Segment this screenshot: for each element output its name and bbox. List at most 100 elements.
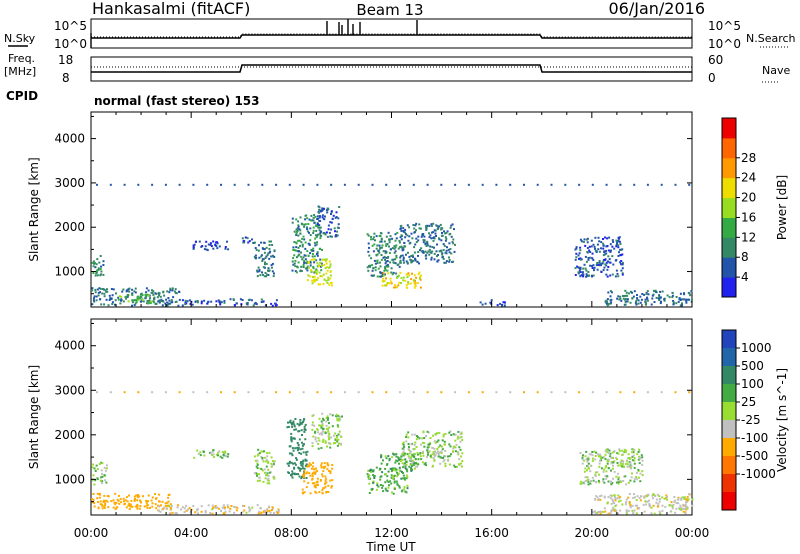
- data-cell: [92, 260, 95, 263]
- data-cell: [591, 257, 594, 260]
- data-cell: [181, 304, 184, 307]
- data-cell: [295, 428, 297, 431]
- data-cell: [679, 504, 682, 507]
- data-cell: [112, 506, 115, 509]
- data-cell: [200, 302, 203, 305]
- data-cell: [624, 475, 627, 478]
- data-cell: [608, 258, 611, 261]
- data-cell: [425, 229, 428, 231]
- data-cell: [291, 217, 294, 220]
- data-cell: [265, 471, 268, 474]
- data-cell: [640, 298, 643, 301]
- data-cell: [659, 498, 661, 501]
- data-cell: [308, 465, 311, 468]
- data-cell: [395, 453, 398, 456]
- data-cell: [189, 303, 192, 305]
- data-cell: [396, 471, 398, 474]
- data-cell: [637, 302, 640, 305]
- data-patch: [366, 466, 409, 495]
- data-cell: [266, 472, 269, 475]
- data-cell: [605, 264, 608, 267]
- colorbar-swatch: [722, 438, 736, 457]
- data-cell: [319, 237, 322, 240]
- data-cell: [126, 295, 129, 298]
- data-cell: [393, 261, 396, 264]
- data-cell: [91, 498, 94, 501]
- data-cell: [335, 436, 338, 438]
- data-cell: [102, 500, 105, 503]
- data-cell: [287, 464, 290, 467]
- data-cell: [123, 503, 126, 506]
- data-cell: [603, 481, 606, 484]
- data-cell: [591, 459, 594, 462]
- data-cell: [408, 456, 411, 459]
- colorbar-swatch: [722, 237, 736, 258]
- data-cell: [327, 442, 330, 444]
- data-cell: [653, 289, 655, 292]
- data-cell: [336, 419, 339, 422]
- data-cell: [481, 391, 484, 394]
- data-cell: [584, 244, 587, 247]
- data-cell: [391, 237, 394, 240]
- data-cell: [245, 511, 248, 514]
- data-cell: [606, 268, 609, 271]
- data-cell: [445, 260, 448, 263]
- data-cell: [636, 294, 638, 296]
- data-cell: [274, 302, 277, 305]
- data-cell: [594, 474, 597, 477]
- data-cell: [579, 266, 582, 269]
- data-cell: [402, 472, 404, 474]
- data-cell: [603, 468, 605, 471]
- data-cell: [297, 234, 300, 237]
- data-cell: [161, 500, 164, 503]
- data-cell: [609, 512, 612, 515]
- data-cell: [137, 391, 140, 394]
- data-cell: [380, 275, 382, 278]
- data-cell: [92, 474, 95, 477]
- data-cell: [632, 295, 635, 298]
- data-cell: [275, 391, 278, 394]
- colorbar-label: Power [dB]: [775, 175, 789, 240]
- data-cell: [426, 240, 429, 243]
- data-cell: [318, 215, 321, 218]
- data-cell: [306, 279, 309, 282]
- data-cell: [293, 425, 296, 428]
- data-cell: [402, 230, 405, 232]
- data-cell: [97, 294, 100, 297]
- data-cell: [672, 300, 675, 302]
- data-cell: [300, 464, 303, 467]
- data-cell: [619, 295, 622, 298]
- data-cell: [235, 509, 238, 512]
- data-cell: [631, 297, 634, 300]
- data-cell: [657, 502, 660, 505]
- data-cell: [375, 247, 378, 250]
- data-cell: [329, 413, 332, 416]
- data-cell: [645, 292, 648, 295]
- data-cell: [322, 217, 325, 220]
- data-cell: [417, 282, 420, 284]
- data-cell: [379, 271, 382, 274]
- data-cell: [151, 496, 154, 499]
- data-cell: [388, 484, 390, 487]
- data-cell: [302, 235, 305, 238]
- data-cell: [377, 485, 380, 488]
- data-cell: [288, 183, 291, 186]
- y-tick-label: 1000: [54, 265, 85, 279]
- data-cell: [455, 443, 458, 446]
- data-cell: [317, 233, 320, 236]
- data-cell: [211, 454, 214, 457]
- data-cell: [671, 294, 674, 297]
- data-cell: [299, 423, 301, 426]
- data-cell: [216, 247, 219, 250]
- data-patch: [157, 504, 280, 515]
- data-cell: [296, 265, 299, 268]
- data-cell: [105, 298, 108, 301]
- data-cell: [252, 304, 255, 307]
- data-cell: [267, 474, 270, 477]
- data-cell: [674, 391, 677, 394]
- data-cell: [159, 300, 162, 303]
- data-cell: [586, 274, 588, 277]
- data-cell: [604, 453, 607, 456]
- data-cell: [218, 450, 221, 453]
- x-tick-label: 12:00: [374, 526, 409, 540]
